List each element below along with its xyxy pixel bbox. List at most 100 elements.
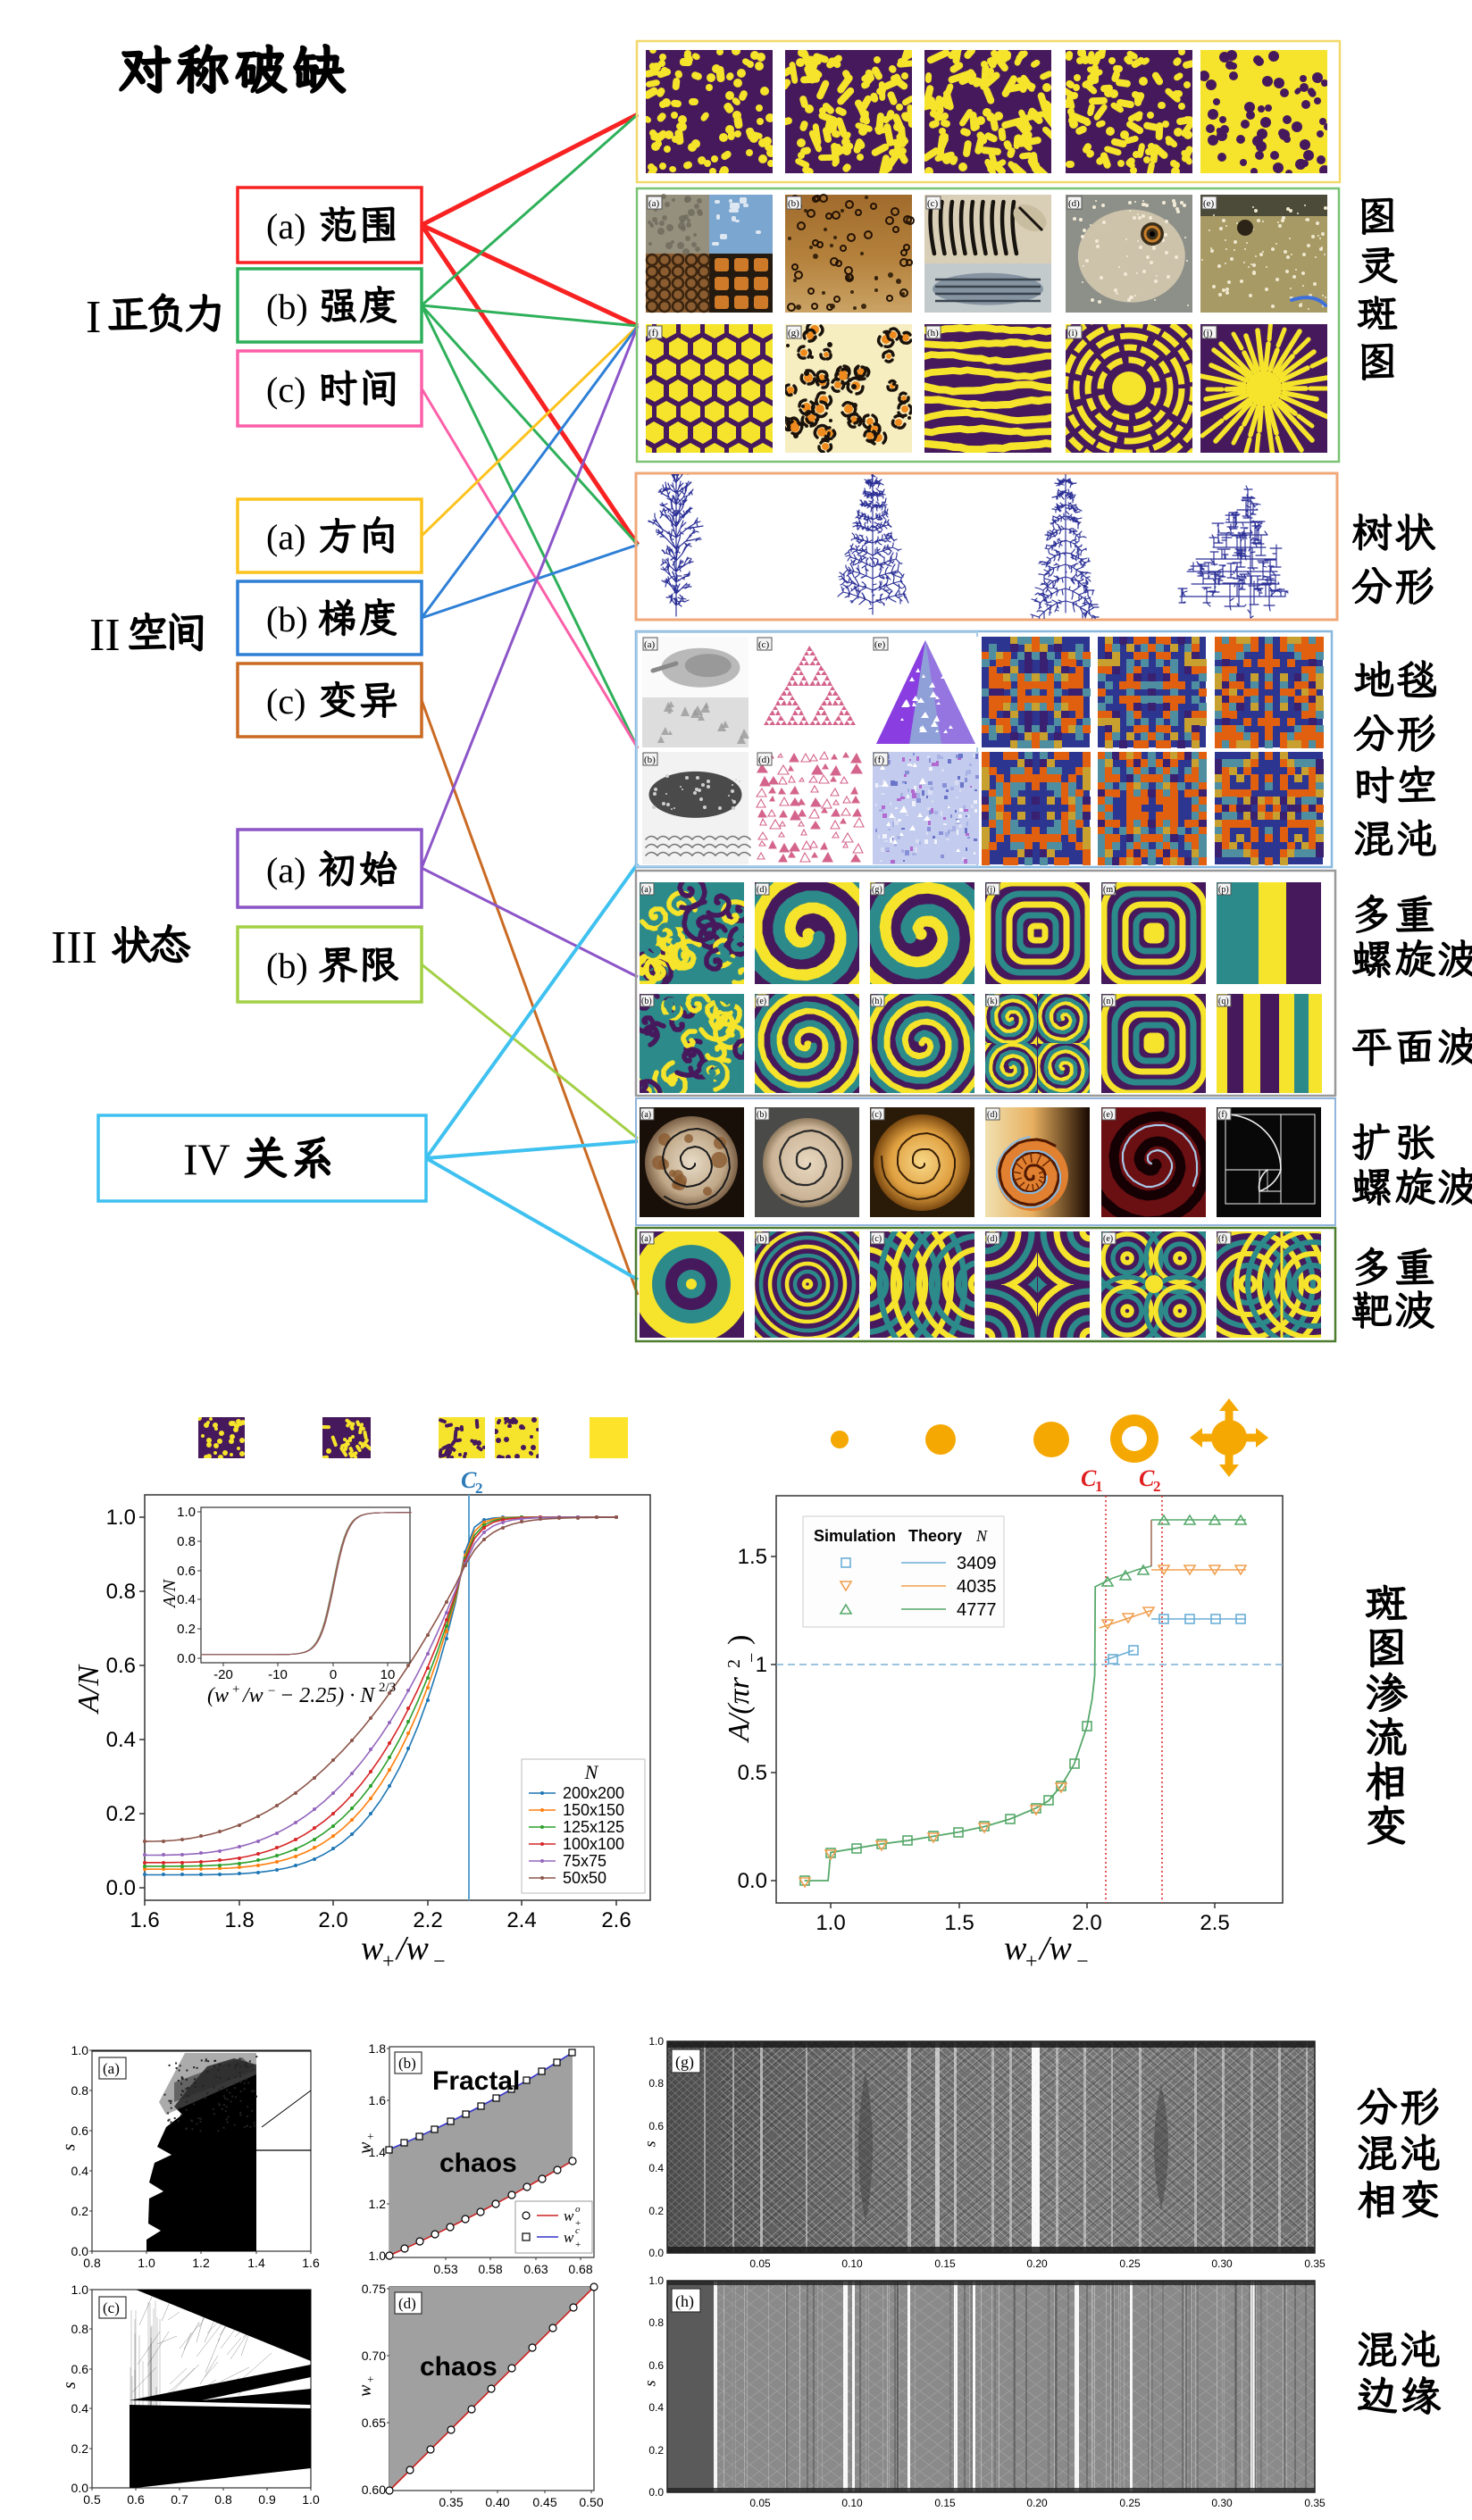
svg-text:(g): (g) xyxy=(675,2053,694,2072)
svg-text:(b): (b) xyxy=(266,946,308,986)
svg-text:0.60: 0.60 xyxy=(362,2482,386,2497)
svg-text:0.6: 0.6 xyxy=(177,1564,196,1579)
svg-text:0.30: 0.30 xyxy=(1211,2497,1233,2509)
svg-text:−: − xyxy=(268,1684,275,1698)
svg-text:w: w xyxy=(361,1930,384,1967)
svg-text:2.0: 2.0 xyxy=(318,1908,347,1932)
svg-text:-20: -20 xyxy=(213,1667,233,1682)
svg-text:0.10: 0.10 xyxy=(841,2497,863,2509)
svg-text:1.0: 1.0 xyxy=(648,2035,664,2048)
svg-text:0.58: 0.58 xyxy=(478,2262,502,2276)
svg-text:(c): (c) xyxy=(758,639,770,650)
svg-text:0.53: 0.53 xyxy=(433,2262,457,2276)
svg-text:0.2: 0.2 xyxy=(106,1802,136,1826)
svg-text:0.75: 0.75 xyxy=(362,2282,386,2296)
svg-text:10: 10 xyxy=(381,1667,396,1682)
svg-text:w: w xyxy=(1004,1930,1027,1967)
svg-text:3409: 3409 xyxy=(957,1554,997,1573)
svg-text:III: III xyxy=(51,922,97,973)
svg-text:chaos: chaos xyxy=(420,2352,498,2382)
svg-text:chaos: chaos xyxy=(439,2149,517,2178)
svg-text:1.0: 1.0 xyxy=(71,2043,89,2057)
svg-text:0.5: 0.5 xyxy=(83,2492,101,2507)
svg-text:1.6: 1.6 xyxy=(302,2256,320,2270)
svg-text:2.4: 2.4 xyxy=(506,1908,536,1932)
svg-text:0.6: 0.6 xyxy=(71,2124,89,2138)
svg-text:(a): (a) xyxy=(266,850,305,890)
svg-text:(i): (i) xyxy=(1068,328,1078,338)
svg-text:(e): (e) xyxy=(1103,1110,1113,1120)
svg-text:(a): (a) xyxy=(266,206,305,246)
svg-text:(f): (f) xyxy=(874,755,884,765)
svg-text:(d): (d) xyxy=(398,2295,416,2312)
svg-text:1.5: 1.5 xyxy=(738,1545,767,1569)
svg-text:0.68: 0.68 xyxy=(568,2262,592,2276)
svg-text:0.2: 0.2 xyxy=(177,1622,196,1637)
svg-text:1.0: 1.0 xyxy=(648,2274,664,2287)
svg-text:(b): (b) xyxy=(641,997,652,1006)
svg-text:4777: 4777 xyxy=(957,1600,997,1620)
svg-text:+: + xyxy=(1025,1950,1038,1973)
svg-text:(b): (b) xyxy=(266,287,308,327)
svg-text:(c): (c) xyxy=(927,198,939,209)
svg-text:−: − xyxy=(742,1653,762,1663)
svg-text:s: s xyxy=(60,2382,79,2389)
svg-text:+: + xyxy=(382,1950,395,1973)
svg-text:0.8: 0.8 xyxy=(71,2083,89,2098)
svg-text:): ) xyxy=(723,1635,756,1645)
svg-text:0.8: 0.8 xyxy=(648,2077,664,2090)
svg-text:0.65: 0.65 xyxy=(362,2416,386,2430)
svg-text:N: N xyxy=(975,1527,988,1545)
svg-text:1.0: 1.0 xyxy=(71,2282,89,2297)
svg-text:1.8: 1.8 xyxy=(369,2041,387,2056)
svg-text:0.4: 0.4 xyxy=(71,2164,89,2178)
svg-text:0.8: 0.8 xyxy=(214,2492,232,2507)
svg-text:I: I xyxy=(86,292,101,343)
svg-text:0.0: 0.0 xyxy=(71,2481,89,2495)
svg-text:C: C xyxy=(1139,1465,1155,1491)
svg-text:(d): (d) xyxy=(757,885,767,895)
svg-text:(f): (f) xyxy=(648,328,658,338)
svg-text:(c): (c) xyxy=(872,1234,882,1244)
svg-text:0.9: 0.9 xyxy=(258,2492,276,2507)
svg-text:0: 0 xyxy=(330,1667,337,1682)
svg-text:100x100: 100x100 xyxy=(563,1835,624,1853)
svg-text:0.35: 0.35 xyxy=(1304,2497,1326,2509)
svg-text:0.15: 0.15 xyxy=(934,2497,956,2509)
svg-text:0.05: 0.05 xyxy=(749,2497,771,2509)
svg-text:II: II xyxy=(89,610,121,661)
svg-text:(a): (a) xyxy=(644,639,656,650)
svg-text:(g): (g) xyxy=(788,328,799,338)
svg-text:2.6: 2.6 xyxy=(601,1908,631,1932)
svg-text:(k): (k) xyxy=(987,997,998,1006)
svg-text:(b): (b) xyxy=(757,1110,767,1120)
svg-text:− 2.25) · N: − 2.25) · N xyxy=(280,1684,376,1707)
svg-text:0.4: 0.4 xyxy=(71,2401,89,2416)
svg-text:0.40: 0.40 xyxy=(485,2495,509,2509)
svg-text:4035: 4035 xyxy=(957,1577,997,1597)
svg-text:o: o xyxy=(575,2204,581,2215)
svg-text:/w: /w xyxy=(241,1684,263,1707)
svg-text:+: + xyxy=(364,2133,377,2140)
svg-text:0.05: 0.05 xyxy=(749,2257,771,2270)
svg-text:(c): (c) xyxy=(872,1110,882,1120)
svg-text:0.20: 0.20 xyxy=(1026,2497,1048,2509)
svg-text:2: 2 xyxy=(724,1659,744,1668)
svg-text:(a): (a) xyxy=(641,885,651,895)
svg-text:0.70: 0.70 xyxy=(362,2349,386,2363)
svg-text:(d): (d) xyxy=(987,1110,998,1120)
svg-text:1.0: 1.0 xyxy=(106,1506,136,1530)
svg-text:1.4: 1.4 xyxy=(369,2145,387,2159)
svg-text:IV: IV xyxy=(183,1134,230,1184)
svg-text:+: + xyxy=(364,2376,377,2382)
svg-text:125x125: 125x125 xyxy=(563,1818,624,1836)
svg-text:(c): (c) xyxy=(266,681,305,722)
svg-text:(d): (d) xyxy=(758,755,770,765)
svg-text:0.0: 0.0 xyxy=(71,2244,89,2258)
svg-text:(b): (b) xyxy=(788,198,799,209)
svg-text:0.25: 0.25 xyxy=(1119,2497,1141,2509)
svg-text:Simulation: Simulation xyxy=(814,1527,896,1545)
svg-text:0.63: 0.63 xyxy=(523,2262,548,2276)
svg-text:1.0: 1.0 xyxy=(302,2492,320,2507)
svg-text:(b): (b) xyxy=(757,1234,767,1244)
